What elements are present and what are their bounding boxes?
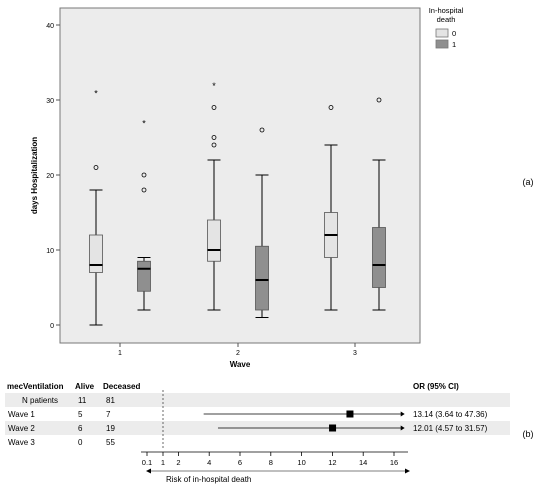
row-alive: 6 <box>78 424 83 433</box>
row-label: N patients <box>22 396 58 405</box>
outlier-point <box>328 105 334 110</box>
x-tick-label: 4 <box>207 458 211 467</box>
or-marker <box>329 424 337 432</box>
box <box>89 234 103 273</box>
y-tick-label: 0 <box>50 323 54 330</box>
x-tick-label: 0.1 <box>142 458 152 467</box>
x-tick-label: 12 <box>328 458 336 467</box>
header-alive: Alive <box>75 382 95 391</box>
x-tick-label: 1 <box>161 458 165 467</box>
header-deceased: Deceased <box>103 382 140 391</box>
legend-title-line1: In-hospital <box>429 6 464 15</box>
outlier-point <box>93 165 99 170</box>
x-tick-label: 1 <box>118 350 122 357</box>
y-tick-label: 10 <box>46 248 54 255</box>
risk-arrow-left <box>146 468 151 474</box>
y-axis-title: days Hospitalization <box>30 137 39 214</box>
y-tick-label: 40 <box>46 23 54 30</box>
y-tick-label: 30 <box>46 98 54 105</box>
row-deceased: 19 <box>106 424 115 433</box>
extreme-point: * <box>212 81 216 91</box>
box <box>372 227 386 288</box>
x-tick-label: 8 <box>269 458 273 467</box>
x-tick-label: 3 <box>353 350 357 357</box>
outlier-point <box>211 135 217 140</box>
x-tick-label: 2 <box>236 350 240 357</box>
row-shading <box>5 393 510 407</box>
x-tick-label: 10 <box>297 458 305 467</box>
outlier-point <box>141 187 147 193</box>
row-or-text: 12.01 (4.57 to 31.57) <box>413 424 488 433</box>
outlier-point <box>259 127 265 133</box>
x-axis-title: Risk of in-hospital death <box>166 475 251 484</box>
header-variable: mecVentilation <box>7 382 64 391</box>
row-label: Wave 1 <box>8 410 35 419</box>
row-alive: 0 <box>78 438 83 447</box>
x-tick-label: 16 <box>390 458 398 467</box>
box <box>255 245 269 311</box>
legend-swatch <box>435 28 449 38</box>
outlier-point <box>211 142 217 148</box>
box <box>207 219 221 262</box>
row-or-text: 13.14 (3.64 to 47.36) <box>413 410 488 419</box>
ci-arrow <box>400 411 405 417</box>
extreme-point: * <box>94 89 98 99</box>
legend-label: 1 <box>452 40 456 49</box>
box <box>137 260 151 292</box>
y-tick-label: 20 <box>46 173 54 180</box>
x-axis-title: Wave <box>230 360 251 369</box>
panel-label-a: (a) <box>523 177 534 187</box>
outlier-point <box>211 105 217 110</box>
x-tick-label: 14 <box>359 458 367 467</box>
row-label: Wave 3 <box>8 438 35 447</box>
plot-area <box>59 7 421 344</box>
or-marker <box>346 410 354 418</box>
row-deceased: 55 <box>106 438 115 447</box>
extreme-point: * <box>142 119 146 129</box>
legend-title-line2: death <box>437 15 456 24</box>
x-tick-label: 2 <box>176 458 180 467</box>
row-label: Wave 2 <box>8 424 35 433</box>
header-or: OR (95% CI) <box>413 382 459 391</box>
x-tick-label: 6 <box>238 458 242 467</box>
row-alive: 11 <box>78 396 87 405</box>
legend-swatch <box>435 39 449 49</box>
legend-label: 0 <box>452 29 456 38</box>
outlier-point <box>141 172 147 178</box>
row-deceased: 7 <box>106 410 111 419</box>
outlier-point <box>376 97 382 103</box>
forest-plot: mecVentilation Alive Deceased OR (95% CI) N … <box>5 382 534 484</box>
risk-arrow-right <box>405 468 410 474</box>
row-alive: 5 <box>78 410 83 419</box>
panel-label-b: (b) <box>523 429 534 439</box>
ci-arrow <box>400 425 405 431</box>
row-deceased: 81 <box>106 396 115 405</box>
